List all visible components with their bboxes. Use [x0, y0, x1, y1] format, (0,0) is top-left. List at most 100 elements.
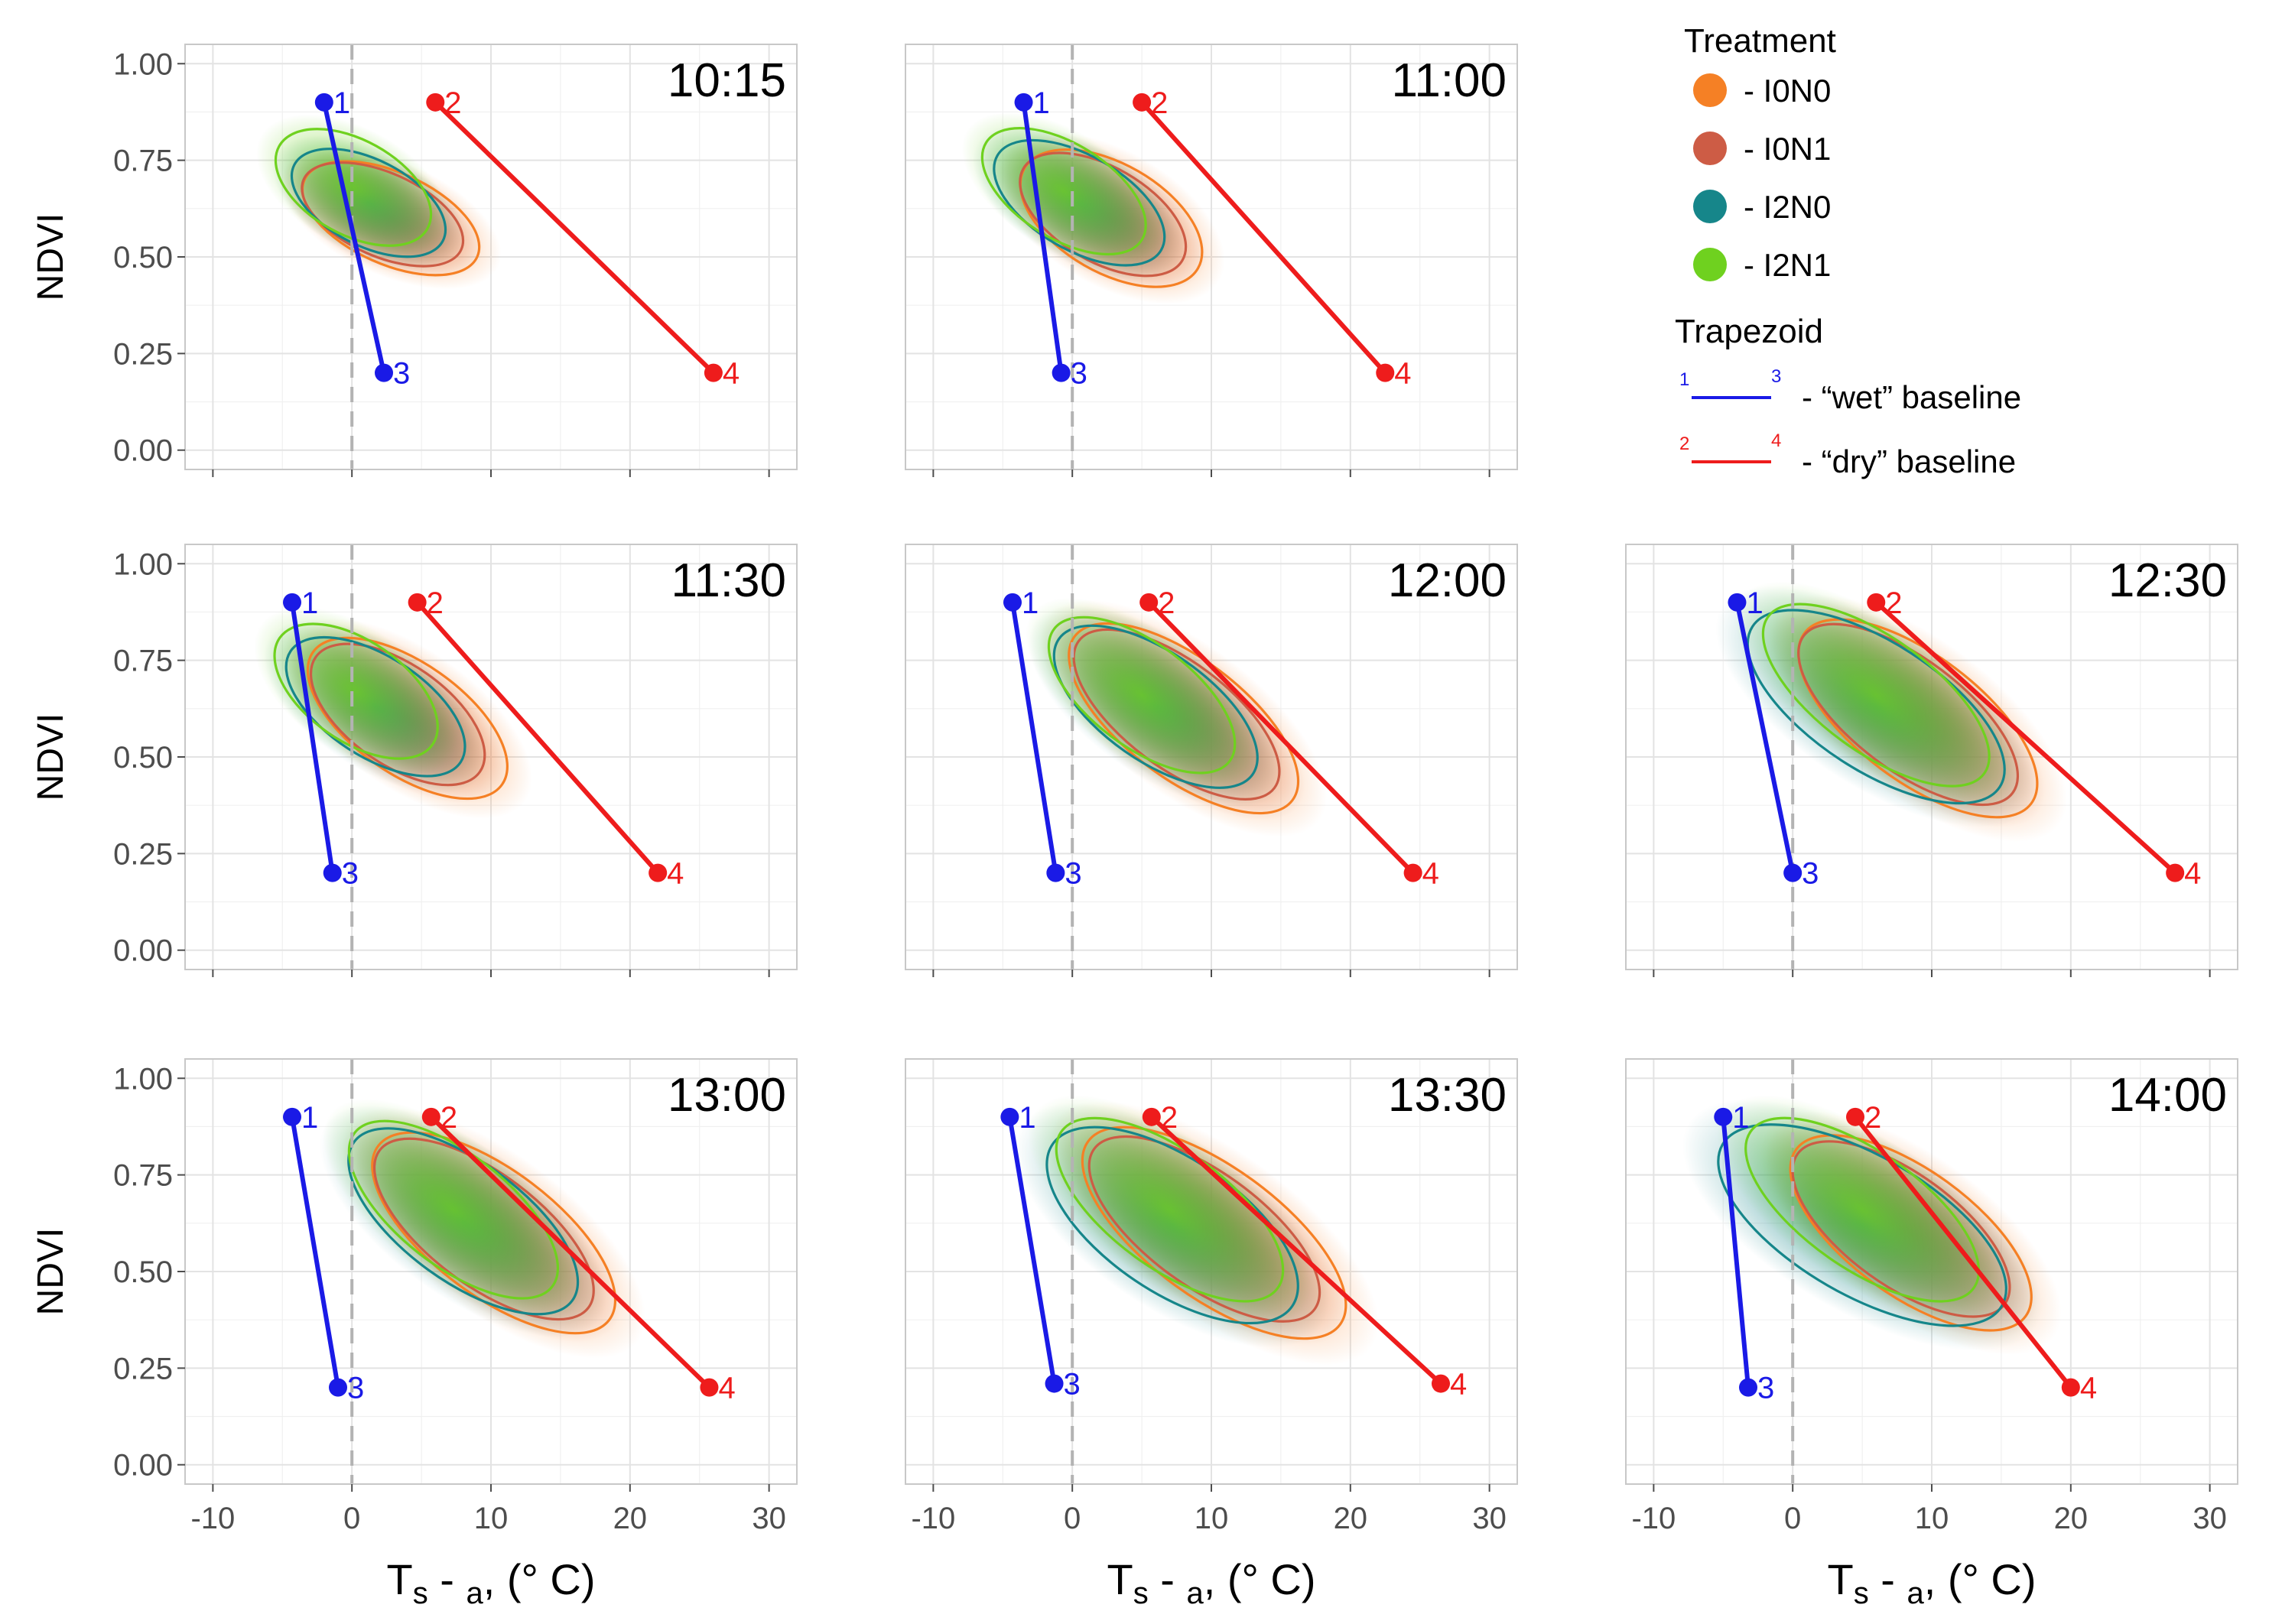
ellipse-i2n1 — [1744, 1116, 1981, 1303]
ellipse-i2n1 — [980, 127, 1147, 256]
density-cloud-i2n1 — [256, 114, 450, 261]
y-tick-label: 0.50 — [113, 741, 173, 775]
legend-baseline-label: - “wet” baseline — [1802, 379, 2021, 415]
y-tick-label: 0.25 — [113, 837, 173, 871]
x-axis-label-part: , (° C) — [1204, 1555, 1316, 1603]
ellipse-i2n0 — [290, 148, 447, 258]
panel-title: 12:30 — [2108, 554, 2227, 607]
dry-point-2 — [1133, 93, 1152, 112]
wet-point-1 — [1003, 593, 1022, 612]
ellipse-i0n1 — [1797, 622, 2020, 807]
x-axis-label-part: , (° C) — [1924, 1555, 2037, 1603]
panel-title: 13:00 — [668, 1069, 786, 1122]
density-cloud-i2n1 — [1716, 1095, 2008, 1324]
dry-point-4 — [1432, 1374, 1450, 1393]
ellipse-i2n0 — [1746, 609, 2006, 805]
density-cloud-i2n1 — [254, 606, 458, 776]
ellipse-i2n1 — [1047, 615, 1237, 775]
ellipse-i2n1 — [1761, 603, 1991, 788]
wet-label-3: 3 — [1802, 857, 1819, 891]
dry-baseline-line — [1147, 600, 1415, 875]
ellipse-i2n0 — [1052, 624, 1259, 789]
x-axis-label-part: T — [1107, 1555, 1133, 1603]
wet-baseline-line — [1007, 1116, 1057, 1385]
wet-point-3 — [329, 1378, 347, 1397]
y-tick-label: 0.75 — [113, 645, 173, 678]
dry-baseline-line — [434, 100, 716, 375]
wet-point-3 — [1046, 863, 1065, 882]
panel-1300: 1 3 2 4 13:00 0.00 0.25 0.50 0.75 1.00 NDVI -10 0 10 2… — [31, 1058, 798, 1610]
x-tick-label: -10 — [1631, 1502, 1676, 1535]
x-axis-label-part: , (° C) — [483, 1555, 596, 1603]
y-tick-label: 1.00 — [113, 1062, 173, 1096]
dry-point-4 — [2166, 863, 2185, 882]
wet-point-1 — [1714, 1107, 1733, 1126]
x-axis-label-part: T — [386, 1555, 412, 1603]
x-tick-label: 30 — [1472, 1502, 1507, 1535]
dry-point-2 — [408, 593, 427, 612]
dry-point-4 — [700, 1378, 719, 1397]
wet-point-3 — [323, 863, 342, 882]
dry-label-4: 4 — [723, 357, 740, 391]
ellipse-i2n1 — [273, 622, 439, 760]
panel-1200: 1 3 2 4 12:00 — [905, 544, 1518, 977]
y-tick-label: 0.50 — [113, 241, 173, 274]
dry-point-4 — [704, 363, 723, 382]
wet-point-1 — [283, 593, 301, 612]
x-axis-label-part: - — [1869, 1555, 1907, 1603]
wet-label-3: 3 — [342, 857, 359, 891]
y-tick-label: 0.00 — [113, 934, 173, 968]
density-cloud-i2n1 — [1028, 1095, 1312, 1324]
wet-point-3 — [375, 363, 393, 382]
dry-label-2: 2 — [1158, 586, 1175, 620]
wet-baseline-line — [290, 602, 335, 874]
x-tick-label: 0 — [343, 1502, 360, 1535]
wet-baseline-line — [290, 1116, 340, 1389]
wet-baseline-line — [1021, 102, 1064, 374]
wet-point-1 — [283, 1107, 301, 1126]
wet-label-1: 1 — [301, 586, 318, 620]
dry-point-4 — [2061, 1378, 2080, 1397]
panel-1400: 1 3 2 4 14:00 -10 0 10 20 30 Ts - a, (° C) — [1625, 1058, 2238, 1610]
wet-label-1: 1 — [1033, 86, 1050, 120]
dry-baseline-line — [1853, 1115, 2073, 1389]
dry-baseline-line — [415, 600, 660, 875]
panel-title: 13:30 — [1388, 1069, 1507, 1122]
dry-label-4: 4 — [1422, 857, 1439, 891]
x-tick-label: 20 — [613, 1502, 648, 1535]
x-axis-label-part: a — [466, 1577, 483, 1610]
dry-point-2 — [1846, 1107, 1864, 1126]
panels-layer: 1 3 2 4 10:15 0.00 0.25 0.50 0.75 1.00 NDVI 1 3 2 4 11:… — [31, 44, 2238, 1610]
wet-point-3 — [1739, 1378, 1757, 1397]
panel-title: 12:00 — [1388, 554, 1507, 607]
dry-baseline-line — [1149, 1115, 1443, 1385]
dry-baseline-line — [429, 1115, 711, 1389]
legend-key-i2n0 — [1693, 190, 1727, 223]
legend-label: - I2N0 — [1744, 189, 1831, 225]
x-axis-label-part: - — [428, 1555, 466, 1603]
dry-label-4: 4 — [2184, 857, 2201, 891]
y-tick-label: 0.25 — [113, 337, 173, 371]
ellipse-i0n0 — [371, 1131, 617, 1335]
panel-title: 11:00 — [1391, 54, 1507, 107]
panel-1130: 1 3 2 4 11:30 0.00 0.25 0.50 0.75 1.00 NDVI — [31, 544, 798, 977]
x-tick-label: 10 — [1195, 1502, 1229, 1535]
x-axis-label: Ts - a, (° C) — [1107, 1555, 1315, 1610]
x-axis-label-part: s — [413, 1577, 428, 1610]
wet-label-3: 3 — [1071, 357, 1087, 391]
y-tick-label: 1.00 — [113, 547, 173, 581]
ellipse-i2n1 — [347, 1119, 560, 1300]
legend: Treatment - I0N0 - I0N1 - I2N0 - I2N1 Trapezo… — [1675, 22, 2021, 479]
dry-point-2 — [426, 93, 445, 112]
y-tick-label: 0.00 — [113, 1449, 173, 1483]
x-tick-label: 20 — [2054, 1502, 2089, 1535]
panel-title: 14:00 — [2108, 1069, 2227, 1122]
y-tick-label: 0.75 — [113, 1159, 173, 1193]
panel-1100: 1 3 2 4 11:00 — [905, 44, 1518, 477]
wet-label-3: 3 — [1757, 1372, 1774, 1405]
dry-label-2: 2 — [1161, 1101, 1178, 1135]
x-tick-label: 30 — [2193, 1502, 2227, 1535]
dry-label-4: 4 — [718, 1372, 735, 1405]
dry-point-2 — [1142, 1107, 1161, 1126]
